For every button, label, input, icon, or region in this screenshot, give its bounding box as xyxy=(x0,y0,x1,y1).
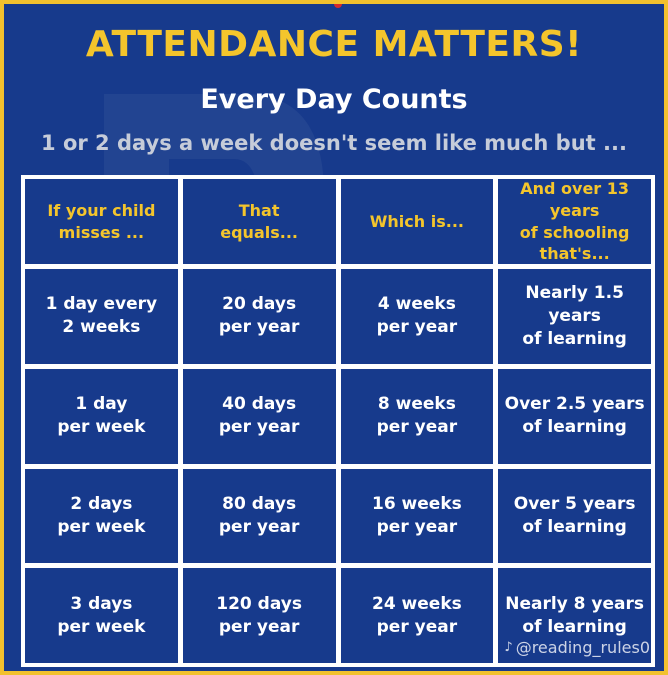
creator-credit[interactable]: ♪ @reading_rules0 xyxy=(504,638,650,657)
poster-subtitle: Every Day Counts xyxy=(200,84,468,115)
table-header-cell: If your child misses ... xyxy=(25,179,178,264)
table-cell: Nearly 8 years of learning xyxy=(498,568,651,663)
table-cell: 16 weeks per year xyxy=(340,468,494,564)
table-cell: 24 weeks per year xyxy=(340,568,494,663)
table-header-cell: Which is... xyxy=(340,179,494,264)
table-cell: 80 days per year xyxy=(182,468,336,564)
table-cell: 3 days per week xyxy=(25,568,178,663)
table-cell: 120 days per year xyxy=(182,568,336,663)
table-header-cell: And over 13 years of schooling that's... xyxy=(498,179,651,264)
table-cell: Over 2.5 years of learning xyxy=(498,368,651,464)
table-cell: 40 days per year xyxy=(182,368,336,464)
table-cell: 1 day per week xyxy=(25,368,178,464)
table-cell: 2 days per week xyxy=(25,468,178,564)
top-marker-dot xyxy=(334,4,342,8)
table-cell: 20 days per year xyxy=(182,269,336,364)
table-cell: 1 day every 2 weeks xyxy=(25,269,178,364)
creator-handle: @reading_rules0 xyxy=(515,638,650,657)
poster-intro: 1 or 2 days a week doesn't seem like muc… xyxy=(41,131,627,155)
table-cell: 4 weeks per year xyxy=(340,269,494,364)
music-note-icon: ♪ xyxy=(504,640,513,655)
poster-title: ATTENDANCE MATTERS! xyxy=(85,24,583,65)
attendance-table: If your child misses ... That equals... … xyxy=(21,175,655,667)
table-cell: Nearly 1.5 years of learning xyxy=(498,269,651,364)
table-cell: Over 5 years of learning xyxy=(498,468,651,564)
table-cell: 8 weeks per year xyxy=(340,368,494,464)
table-header-cell: That equals... xyxy=(182,179,336,264)
